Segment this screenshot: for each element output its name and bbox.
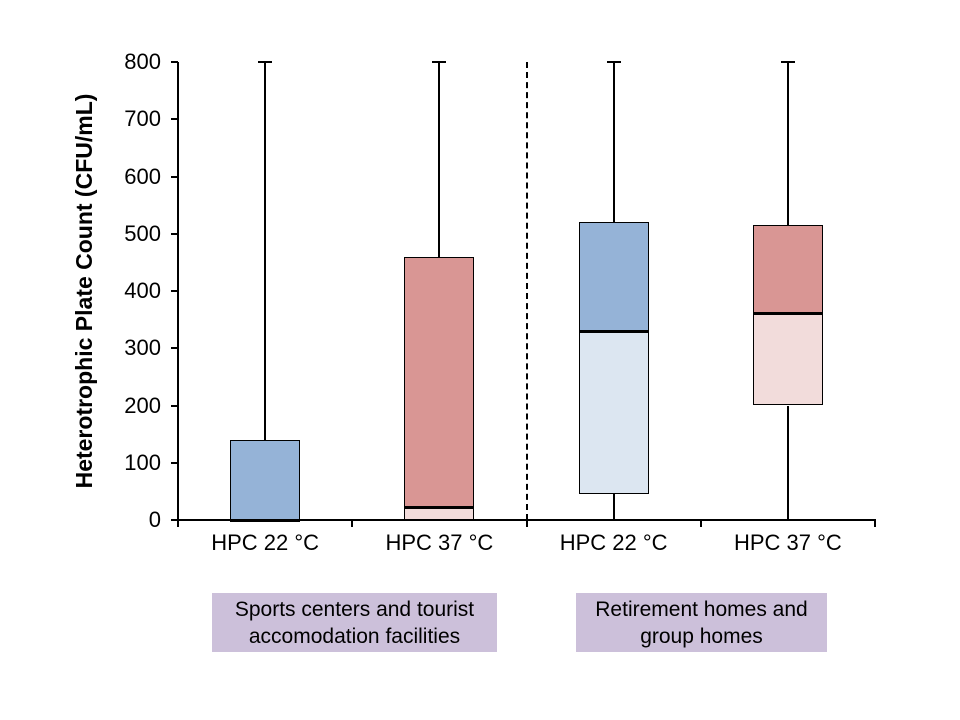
group-label-line: accomodation facilities — [248, 624, 461, 648]
x-axis-tick — [699, 520, 702, 527]
x-axis-tick — [525, 520, 528, 527]
x-tick-label: HPC 22 °C — [559, 530, 668, 555]
whisker-upper-line — [612, 62, 615, 223]
whisker-upper-cap — [258, 61, 273, 63]
box-upper-segment — [230, 439, 301, 520]
median-line — [578, 329, 649, 333]
whisker-lower-line — [612, 494, 615, 520]
whisker-upper-cap — [606, 61, 621, 63]
whisker-upper-cap — [780, 61, 795, 63]
y-tick-label: 500 — [124, 220, 161, 246]
whisker-upper-cap — [432, 61, 447, 63]
group-label-line: group homes — [640, 624, 763, 648]
group-label-retirement-homes: Retirement homes and group homes — [576, 593, 827, 652]
x-tick-label: HPC 37 °C — [733, 530, 842, 555]
y-tick-label: 600 — [124, 163, 161, 189]
median-line — [404, 505, 475, 509]
whisker-lower-line — [786, 405, 789, 520]
y-axis-tick — [171, 290, 178, 292]
y-axis-tick — [171, 404, 178, 407]
x-tick-label: HPC 22 °C — [211, 530, 320, 555]
y-axis-tick — [171, 519, 178, 521]
y-axis-tick — [171, 118, 178, 121]
box-upper-segment — [404, 256, 475, 508]
x-axis-tick — [177, 520, 179, 527]
box-lower-segment — [752, 313, 823, 406]
box-upper-segment — [752, 225, 823, 314]
whisker-upper-line — [438, 62, 441, 257]
y-tick-label: 300 — [124, 335, 161, 361]
group-label-line: Retirement homes and — [595, 597, 808, 621]
y-axis-tick — [171, 61, 178, 63]
median-line — [752, 312, 823, 316]
y-tick-label: 100 — [124, 449, 161, 475]
group-label-line: Sports centers and tourist — [234, 597, 475, 621]
group-divider-dashed-line — [525, 62, 528, 520]
group-label-sports-centers: Sports centers and tourist accomodation … — [212, 593, 497, 652]
y-tick-label: 800 — [124, 49, 161, 74]
y-tick-label: 0 — [148, 507, 161, 532]
y-axis-title: Heterotrophic Plate Count (CFU/mL) — [71, 93, 97, 489]
y-axis-tick — [171, 175, 178, 178]
box-lower-segment — [578, 331, 649, 495]
y-axis-tick — [171, 461, 178, 464]
x-axis-tick — [351, 520, 354, 527]
y-tick-label: 200 — [124, 392, 161, 418]
y-axis-tick — [171, 347, 178, 350]
y-tick-label: 400 — [124, 278, 161, 303]
y-axis-line — [177, 62, 179, 520]
x-tick-label: HPC 37 °C — [385, 530, 494, 555]
median-line — [230, 518, 301, 522]
box-lower-segment — [404, 507, 475, 520]
x-axis-tick — [874, 520, 876, 527]
y-axis-tick — [171, 232, 178, 235]
y-tick-label: 700 — [124, 106, 161, 132]
whisker-upper-line — [264, 62, 267, 440]
whisker-upper-line — [786, 62, 789, 226]
box-upper-segment — [578, 222, 649, 332]
